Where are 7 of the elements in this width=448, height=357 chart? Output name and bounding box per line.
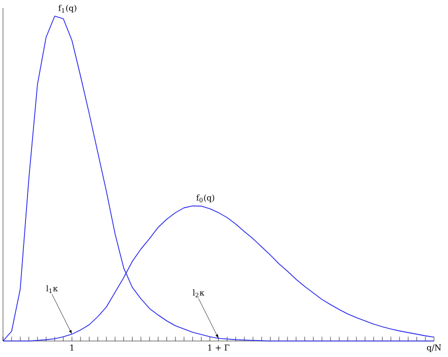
x-tick-label: 1 + Γ <box>208 344 230 350</box>
annotation: l$_{1}$κ <box>46 285 58 293</box>
series-label: f$_{1}$(q) <box>58 4 76 13</box>
series-label: f$_{0}$(q) <box>196 194 214 202</box>
annotation: l$_{2}$κ <box>192 289 204 298</box>
x-axis-title: q/N <box>426 344 442 352</box>
x-tick-label: 1 <box>70 344 74 350</box>
